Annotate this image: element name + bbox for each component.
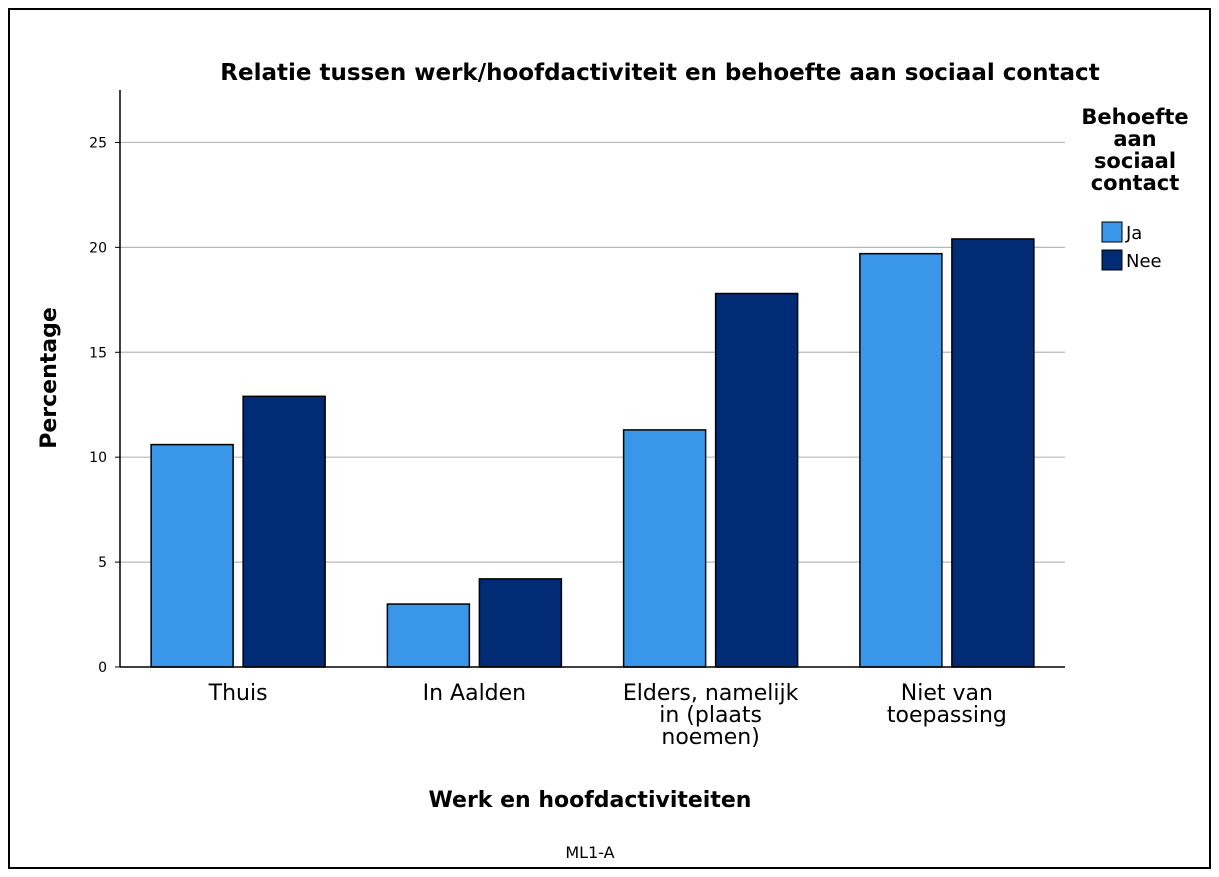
x-tick-label-line: In Aalden: [423, 681, 527, 706]
x-tick-label-line: toepassing: [887, 703, 1007, 728]
x-tick-label: Thuis: [208, 681, 268, 706]
bar-ja-0: [150, 443, 234, 668]
legend-title-line: Behoefte: [1081, 105, 1188, 129]
x-tick-label: In Aalden: [423, 681, 527, 706]
bar-nee-0: [242, 395, 326, 668]
bar-nee-2: [714, 292, 799, 668]
y-tick-label: 5: [98, 555, 107, 571]
x-tick-labels: Thuis In Aalden Elders, namelijk in (plaats…: [208, 681, 1007, 750]
x-tick-label-line: noemen): [661, 725, 759, 750]
legend-title-line: sociaal: [1094, 149, 1176, 173]
y-tick-label: 10: [89, 450, 107, 466]
legend-label-ja: Ja: [1125, 223, 1142, 244]
legend-title-line: aan: [1113, 127, 1156, 151]
bar-nee-3: [951, 238, 1035, 668]
y-tick-label: 15: [89, 345, 107, 361]
legend: Behoefte aan sociaal contact Ja Nee: [1081, 105, 1188, 272]
axes: [115, 90, 1065, 668]
y-tick-labels: 0 5 10 15 20 25: [89, 135, 107, 676]
legend-title-line: contact: [1091, 171, 1180, 195]
bars: [150, 238, 1035, 668]
legend-swatch-nee: [1101, 249, 1123, 271]
footnote: ML1-A: [565, 843, 614, 862]
x-tick-label-line: Niet van: [901, 681, 993, 706]
bar-nee-1: [478, 578, 563, 668]
x-tick-label: Niet van toepassing: [887, 681, 1007, 728]
x-tick-label-line: Elders, namelijk: [623, 681, 799, 706]
bar-ja-3: [859, 252, 943, 668]
x-tick-label-line: Thuis: [208, 681, 268, 706]
legend-swatch-ja: [1101, 221, 1123, 243]
legend-label-nee: Nee: [1126, 251, 1162, 272]
bar-ja-2: [622, 429, 707, 668]
y-axis-label: Percentage: [37, 307, 62, 449]
x-tick-label-line: in (plaats: [659, 703, 762, 728]
bar-ja-1: [386, 603, 471, 668]
y-tick-label: 0: [98, 660, 107, 676]
chart-title: Relatie tussen werk/hoofdactiviteit en b…: [220, 60, 1099, 86]
y-tick-label: 25: [89, 135, 107, 151]
legend-title: Behoefte aan sociaal contact: [1081, 105, 1188, 195]
x-axis-label: Werk en hoofdactiviteiten: [429, 788, 752, 813]
y-tick-label: 20: [89, 240, 107, 256]
x-tick-label: Elders, namelijk in (plaats noemen): [623, 681, 799, 750]
